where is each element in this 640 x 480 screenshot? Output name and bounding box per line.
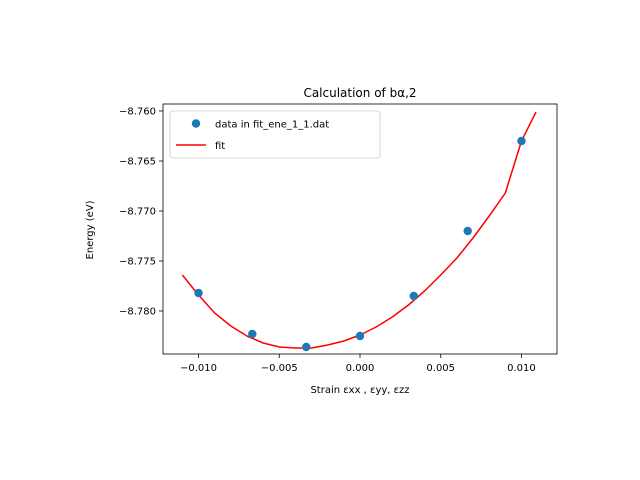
fit-line [181, 111, 537, 349]
x-axis: −0.010 −0.005 0.000 0.005 0.010 [180, 354, 536, 374]
y-axis: −8.780 −8.775 −8.770 −8.765 −8.760 [119, 107, 163, 318]
y-tick-label: −8.770 [119, 207, 156, 218]
legend-marker [191, 119, 201, 128]
y-tick-label: −8.775 [119, 257, 156, 268]
x-tick-label: 0.000 [346, 363, 375, 374]
x-tick-label: −0.005 [261, 363, 298, 374]
data-point [302, 342, 311, 352]
legend-label-data: data in fit_ene_1_1.dat [215, 120, 329, 131]
data-point [409, 291, 418, 301]
y-tick-label: −8.780 [119, 307, 156, 318]
data-point [355, 331, 365, 341]
x-axis-label: Strain εxx , εyy, εzz [310, 385, 409, 396]
data-point [194, 288, 203, 298]
x-tick-label: −0.010 [180, 363, 217, 374]
data-point [463, 226, 472, 236]
data-point [517, 136, 526, 146]
x-tick-label: 0.010 [507, 363, 536, 374]
y-tick-label: −8.760 [119, 107, 156, 118]
legend-box [169, 110, 381, 159]
y-axis-label: Energy (eV) [85, 200, 96, 259]
data-point [248, 329, 257, 339]
legend-label-fit: fit [215, 141, 225, 152]
x-tick-label: 0.005 [426, 363, 455, 374]
chart-title: Calculation of bα,2 [303, 86, 416, 100]
y-tick-label: −8.765 [119, 157, 156, 168]
